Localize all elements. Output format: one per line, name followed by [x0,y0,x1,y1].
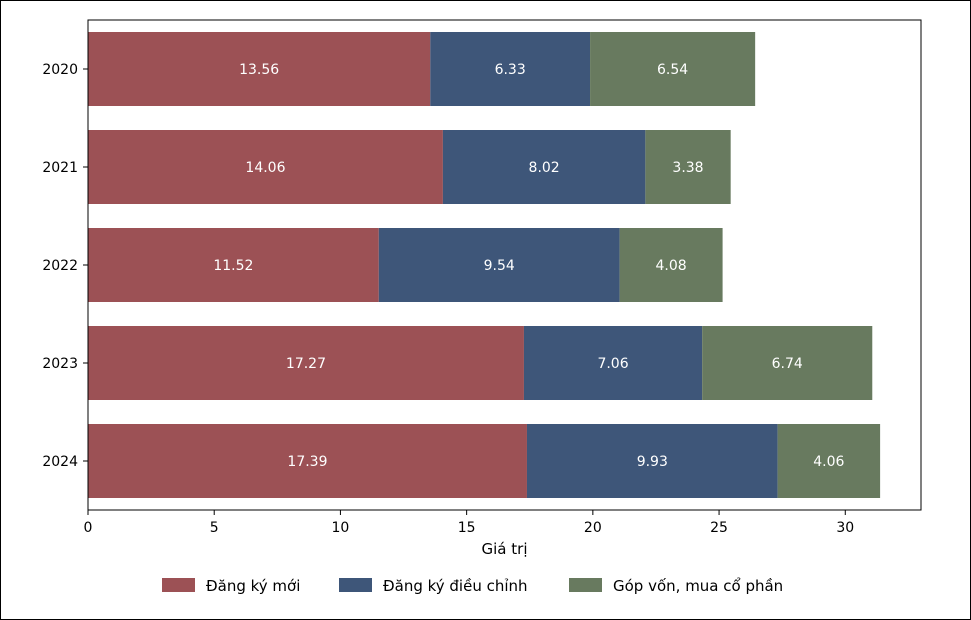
bar-value-label: 6.54 [657,62,688,78]
bar-value-label: 7.06 [597,356,628,372]
bar-value-label: 14.06 [245,160,285,176]
y-tick-label: 2021 [42,160,78,176]
bar-value-label: 6.74 [772,356,803,372]
bar-2021-series-2 [442,130,646,204]
bar-value-label: 11.52 [213,258,253,274]
x-tick-label: 0 [84,520,93,536]
bar-2020-series-1 [88,32,431,106]
bar-2024-series-2 [526,424,778,498]
bar-2022-series-1 [88,228,379,302]
bar-value-label: 9.54 [484,258,515,274]
bar-2023-series-2 [523,326,703,400]
x-tick-label: 10 [332,520,350,536]
y-tick-label: 2023 [42,356,78,372]
bar-2024-series-1 [88,424,527,498]
x-tick-label: 5 [210,520,219,536]
bar-2023-series-3 [702,326,873,400]
bar-2022-series-3 [619,228,723,302]
bar-value-label: 4.08 [656,258,687,274]
bar-2021-series-1 [88,130,443,204]
bar-value-label: 4.06 [813,454,844,470]
x-tick-label: 15 [458,520,476,536]
x-axis: 0 5 10 15 20 25 30 [84,510,854,536]
y-tick-label: 2024 [42,454,78,470]
bar-2020-series-3 [590,32,756,106]
x-tick-label: 25 [710,520,728,536]
legend-swatch [162,578,195,592]
bars-group: 13.56 6.33 6.54 14.06 8.02 3.38 11.52 9.54 4.08 1… [88,32,881,498]
x-tick-label: 20 [584,520,602,536]
bar-2022-series-2 [378,228,620,302]
bar-2023-series-1 [88,326,524,400]
bar-value-label: 17.27 [286,356,326,372]
bar-value-label: 9.93 [637,454,668,470]
bar-value-label: 3.38 [672,160,703,176]
legend-swatch [339,578,372,592]
y-tick-label: 2020 [42,62,78,78]
legend-entry-label: Đăng ký điều chỉnh [383,577,528,595]
y-axis: 2020 2021 2022 2023 2024 [42,62,88,470]
bar-value-label: 6.33 [495,62,526,78]
legend-entry-label: Đăng ký mới [206,577,300,595]
y-tick-label: 2022 [42,258,78,274]
bar-2021-series-3 [645,130,731,204]
bar-value-label: 13.56 [239,62,279,78]
bar-value-label: 17.39 [287,454,327,470]
legend-swatch [569,578,602,592]
x-axis-label: Giá trị [482,540,528,558]
legend: Đăng ký mới Đăng ký điều chỉnh Góp vốn, mu… [162,577,783,595]
x-tick-label: 30 [836,520,854,536]
bar-2024-series-3 [777,424,881,498]
legend-entry-label: Góp vốn, mua cổ phần [613,577,783,595]
bar-value-label: 8.02 [529,160,560,176]
bar-2020-series-2 [430,32,591,106]
